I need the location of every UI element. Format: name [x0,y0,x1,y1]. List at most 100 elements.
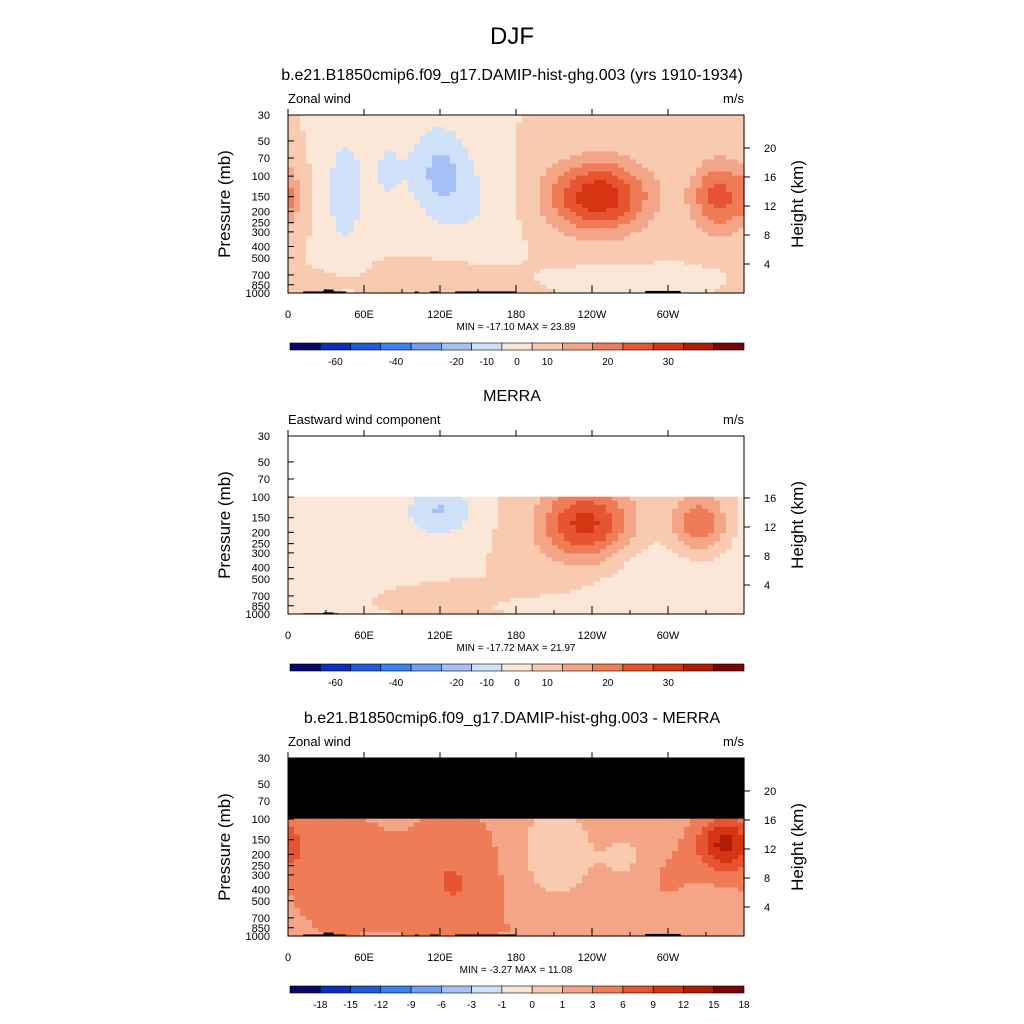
y-tick-label: 70 [258,153,270,165]
field-cell [288,484,295,490]
field-cell [648,256,655,262]
field-cell [330,476,337,482]
field-cell [474,208,481,213]
field-cell [600,224,607,229]
field-cell [354,516,361,522]
field-cell [660,440,667,445]
field-cell [654,256,661,262]
field-cell [564,139,571,144]
field-cell [738,183,745,189]
field-cell [666,167,673,173]
field-cell [408,260,415,266]
field-cell [426,208,433,213]
field-cell [636,472,643,478]
field-cell [318,135,325,140]
field-cell [738,224,745,229]
field-cell [696,199,703,205]
field-cell [738,127,745,132]
field-cell [726,228,733,233]
field-cell [606,500,613,506]
field-cell [414,480,421,486]
field-cell [558,264,565,270]
field-cell [666,183,673,189]
field-cell [564,476,571,482]
field-cell [552,484,559,490]
field-cell [726,212,733,217]
field-cell [444,216,451,221]
field-cell [696,208,703,213]
field-cell [714,131,721,136]
field-cell [540,252,547,258]
field-cell [492,167,499,173]
field-cell [504,436,511,441]
field-cell [408,444,415,449]
field-cell [540,488,547,494]
field-cell [552,448,559,453]
field-cell [546,232,553,237]
field-cell [570,244,577,250]
field-cell [426,448,433,453]
field-cell [522,171,529,177]
field-cell [636,480,643,486]
field-cell [456,248,463,254]
field-cell [732,163,739,169]
field-cell [612,135,619,140]
field-cell [336,464,343,469]
field-cell [330,244,337,250]
field-cell [318,139,325,144]
field-cell [372,460,379,465]
field-cell [612,236,619,242]
field-cell [492,143,499,148]
field-cell [330,195,337,201]
field-cell [336,204,343,209]
field-cell [294,224,301,229]
field-cell [486,224,493,229]
field-cell [366,492,373,498]
field-cell [360,456,367,461]
field-cell [600,212,607,217]
field-cell [324,167,331,173]
field-cell [582,460,589,465]
field-cell [648,163,655,169]
field-cell [288,500,295,506]
field-cell [438,183,445,189]
field-cell [294,155,301,161]
field-cell [516,195,523,201]
figure-title: DJF [490,23,534,50]
field-cell [618,288,625,294]
field-cell [402,195,409,201]
field-cell [462,496,469,502]
field-cell [438,444,445,449]
field-cell [702,228,709,233]
field-cell [294,468,301,474]
field-cell [378,456,385,461]
field-cell [678,276,685,282]
field-cell [384,264,391,270]
field-cell [414,436,421,441]
field-cell [462,452,469,457]
field-cell [450,240,457,246]
field-cell [324,448,331,453]
field-cell [306,159,313,165]
field-cell [540,276,547,282]
field-cell [336,208,343,213]
field-cell [348,127,355,132]
field-cell [384,476,391,482]
field-cell [522,220,529,225]
field-cell [636,288,643,294]
field-cell [522,504,529,510]
field-cell [606,224,613,229]
field-cell [630,224,637,229]
field-cell [306,436,313,441]
field-cell [474,504,481,510]
field-cell [396,276,403,282]
field-cell [534,147,541,153]
field-cell [522,260,529,266]
colorbar-swatch [471,342,503,351]
field-cell [366,440,373,445]
field-cell [468,191,475,197]
field-cell [348,183,355,189]
field-cell [486,504,493,510]
field-cell [534,448,541,453]
field-cell [666,452,673,457]
